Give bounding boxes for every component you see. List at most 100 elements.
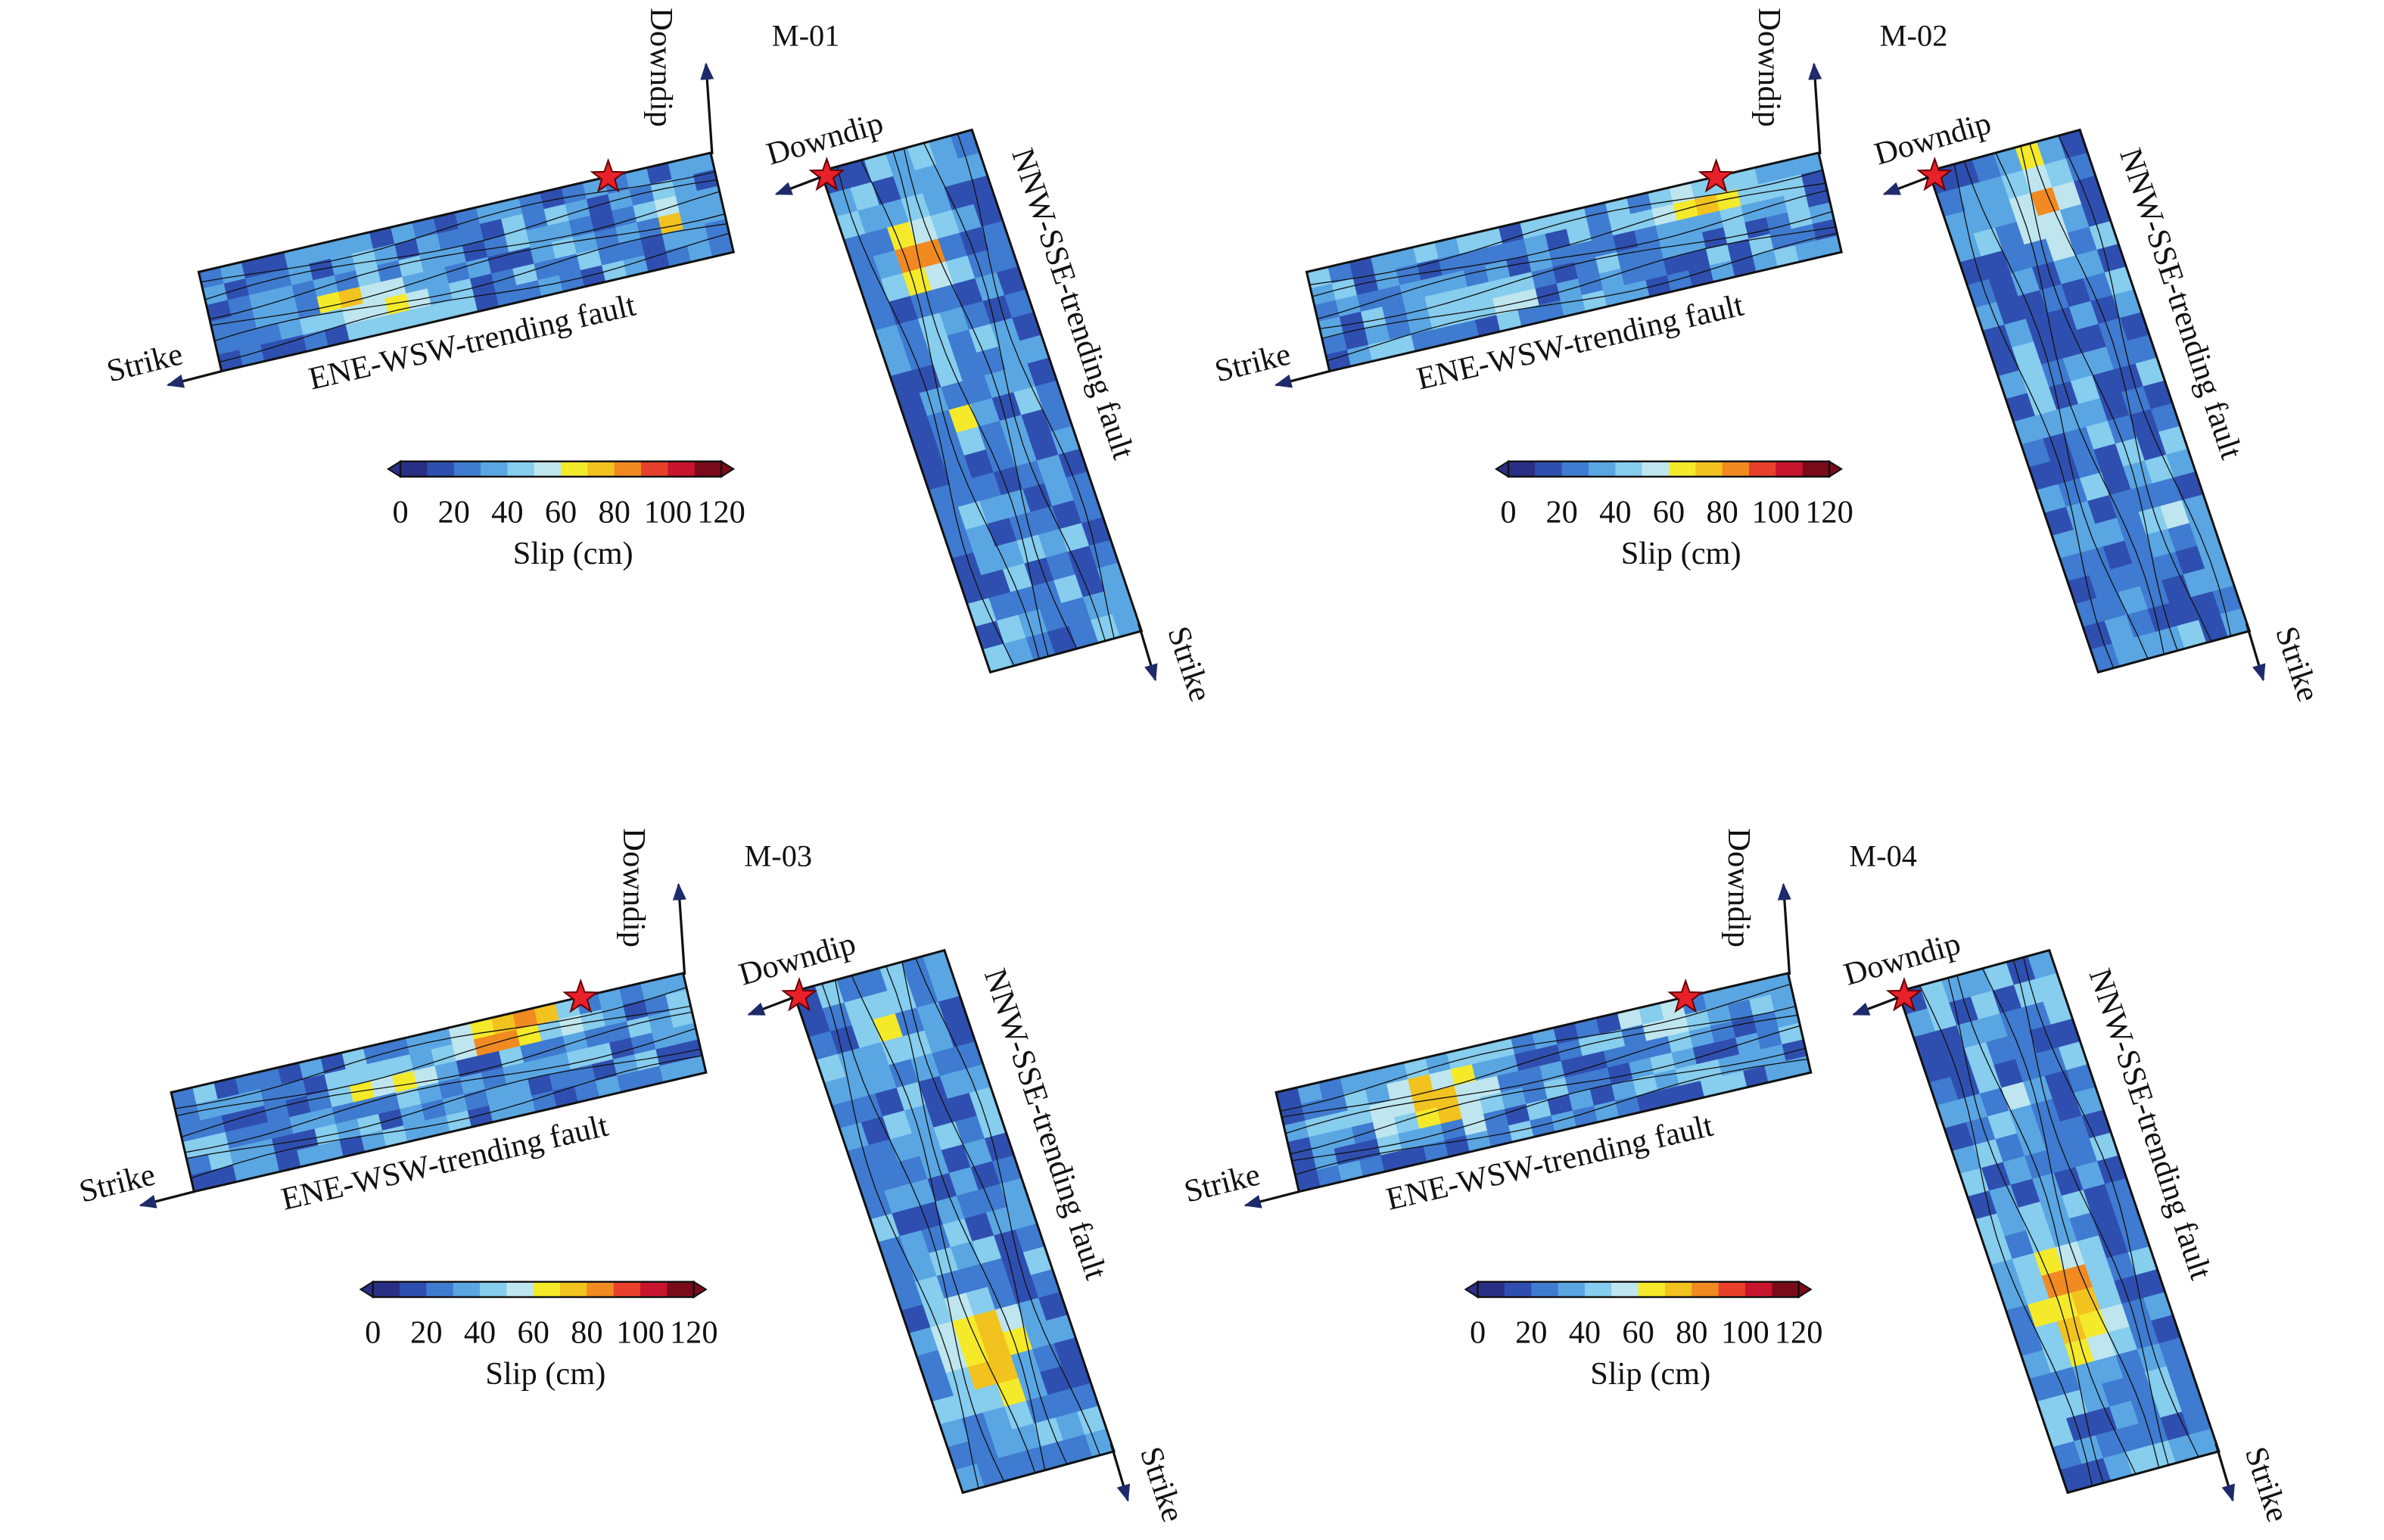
- downdip-arrow-icon: [700, 62, 714, 155]
- colorbar-tick-label: 40: [1569, 1315, 1601, 1351]
- slip-cell: [1015, 1223, 1046, 1254]
- slip-cell: [1019, 1446, 1050, 1476]
- slip-cell: [979, 1258, 1010, 1288]
- slip-cell: [2058, 129, 2089, 160]
- slip-contour: [1278, 982, 1792, 1112]
- slip-cell: [1434, 236, 1461, 259]
- slip-cell: [1330, 1126, 1357, 1149]
- slip-cell: [1075, 568, 1106, 599]
- slip-cell: [1327, 261, 1355, 284]
- slip-cell: [310, 1106, 337, 1129]
- strike-label: Strike: [103, 336, 186, 389]
- slip-cell: [2058, 1041, 2089, 1072]
- slip-cell: [868, 1139, 899, 1169]
- slip-cell: [973, 1309, 1004, 1339]
- slip-cell: [1782, 1038, 1809, 1061]
- slip-cell: [1591, 235, 1618, 257]
- slip-cell: [446, 1109, 473, 1132]
- colorbar-bin: [1638, 1281, 1666, 1298]
- slip-cell: [1411, 329, 1438, 352]
- slip-cell: [836, 973, 867, 1004]
- slip-cell: [1673, 198, 1700, 221]
- slip-cell: [1783, 190, 1810, 213]
- slip-cell: [1349, 257, 1376, 279]
- slip-cell: [932, 284, 962, 314]
- slip-cell: [2003, 1156, 2034, 1186]
- slip-cell: [1436, 1102, 1464, 1125]
- slip-cell: [282, 334, 308, 356]
- slip-contour: [851, 972, 1035, 1477]
- downdip-arrow-icon: [747, 996, 794, 1016]
- slip-cell: [692, 169, 720, 191]
- slip-cell: [851, 1019, 882, 1050]
- slip-cell: [1335, 294, 1362, 317]
- slip-cell: [2028, 461, 2059, 491]
- colorbar-label: Slip (cm): [485, 1356, 605, 1392]
- slip-cell: [1061, 1360, 1092, 1390]
- slip-cell: [1978, 1013, 2009, 1044]
- slip-cell: [590, 210, 617, 232]
- slip-cell: [334, 269, 361, 292]
- slip-contour: [900, 145, 1085, 651]
- slip-grid: [198, 152, 734, 371]
- slip-cell: [939, 1418, 970, 1448]
- slip-cell: [853, 1094, 884, 1124]
- slip-cell: [1039, 602, 1070, 633]
- slip-cell: [353, 1097, 380, 1119]
- slip-cell: [1928, 1076, 1959, 1107]
- slip-cell: [2050, 1018, 2081, 1049]
- slip-cell: [2124, 1446, 2155, 1476]
- slip-cell: [318, 1140, 345, 1162]
- panel-title: M-03: [744, 839, 812, 873]
- slip-cell: [932, 1395, 962, 1426]
- slip-cell: [2056, 403, 2087, 434]
- slip-cell: [392, 1070, 419, 1093]
- downdip-arrow-icon: [1808, 62, 1822, 155]
- slip-cell: [2010, 1178, 2041, 1209]
- slip-cell: [864, 153, 895, 183]
- slip-cell: [2078, 397, 2109, 428]
- slip-cell: [634, 1049, 661, 1072]
- slip-cell: [369, 226, 396, 249]
- slip-contour: [1325, 233, 1839, 362]
- slip-cell: [303, 329, 330, 352]
- slip-cell: [526, 225, 552, 247]
- colorbar-label: Slip (cm): [1590, 1356, 1710, 1392]
- colorbar-tick-label: 60: [518, 1315, 549, 1351]
- slip-cell: [665, 989, 692, 1012]
- slip-cell: [1694, 193, 1721, 216]
- panel-title: M-02: [1880, 19, 1948, 53]
- strike-label: Strike: [1211, 336, 1294, 389]
- slip-cell: [1582, 1050, 1609, 1073]
- slip-cell: [905, 1178, 936, 1209]
- slip-cell: [2127, 334, 2158, 365]
- colorbar-tick-label: 120: [1775, 1315, 1823, 1351]
- slip-cell: [274, 301, 300, 324]
- slip-cell: [1779, 173, 1807, 196]
- slip-cell: [442, 1094, 469, 1116]
- colorbar-bin: [400, 1281, 427, 1298]
- slip-cell: [190, 1169, 216, 1192]
- slip-cell: [2102, 1451, 2133, 1482]
- slip-cell: [1692, 1042, 1720, 1065]
- slip-cell: [1331, 278, 1359, 300]
- slip-cell: [2029, 1373, 2059, 1403]
- slip-cell: [1522, 1081, 1548, 1104]
- slip-cell: [882, 347, 913, 378]
- slip-cell: [1749, 994, 1776, 1016]
- slip-cell: [1038, 1292, 1069, 1322]
- slip-cell: [2067, 226, 2098, 257]
- slip-cell: [1657, 1085, 1685, 1108]
- slip-cell: [823, 1076, 854, 1107]
- slip-cell: [1562, 207, 1589, 229]
- slip-cell: [1446, 1047, 1474, 1069]
- slip-cell: [1645, 275, 1673, 297]
- slip-cell: [2052, 1092, 2083, 1123]
- slip-contour: [183, 1025, 697, 1154]
- slip-cell: [1701, 226, 1729, 249]
- slip-cell: [275, 1150, 302, 1172]
- slip-cell: [1012, 312, 1042, 342]
- slip-cell: [448, 1022, 475, 1045]
- colorbar-bin: [1504, 1281, 1532, 1298]
- slip-cell: [998, 1451, 1029, 1482]
